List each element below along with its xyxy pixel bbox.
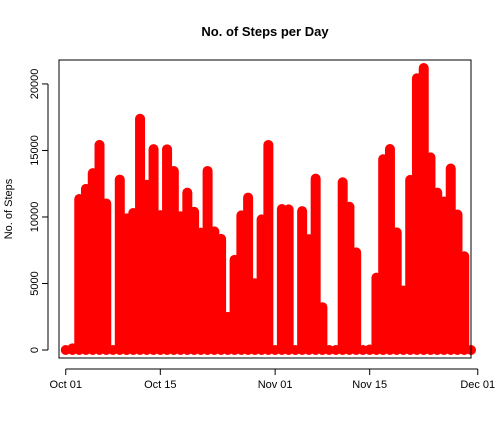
- x-tick-label: Nov 01: [258, 379, 293, 391]
- y-tick-label: 15000: [29, 135, 41, 166]
- y-tick-label: 5000: [29, 271, 41, 295]
- x-tick-label: Nov 15: [352, 379, 387, 391]
- x-tick-label: Oct 15: [144, 379, 176, 391]
- y-tick-label: 0: [29, 347, 41, 353]
- y-tick-label: 20000: [29, 69, 41, 100]
- x-tick-label: Oct 01: [50, 379, 82, 391]
- y-axis-label: No. of Steps: [3, 178, 15, 239]
- chart-title: No. of Steps per Day: [201, 24, 329, 39]
- x-tick-label: Dec 01: [460, 379, 495, 391]
- plot-frame: [58, 59, 472, 359]
- x-axis: Oct 01 Oct 15 Nov 01 Nov 15 Dec 01: [50, 368, 495, 391]
- y-axis: 0 5000 10000 15000 20000: [29, 69, 49, 353]
- y-tick-label: 10000: [29, 202, 41, 233]
- bar-series: [60, 63, 476, 356]
